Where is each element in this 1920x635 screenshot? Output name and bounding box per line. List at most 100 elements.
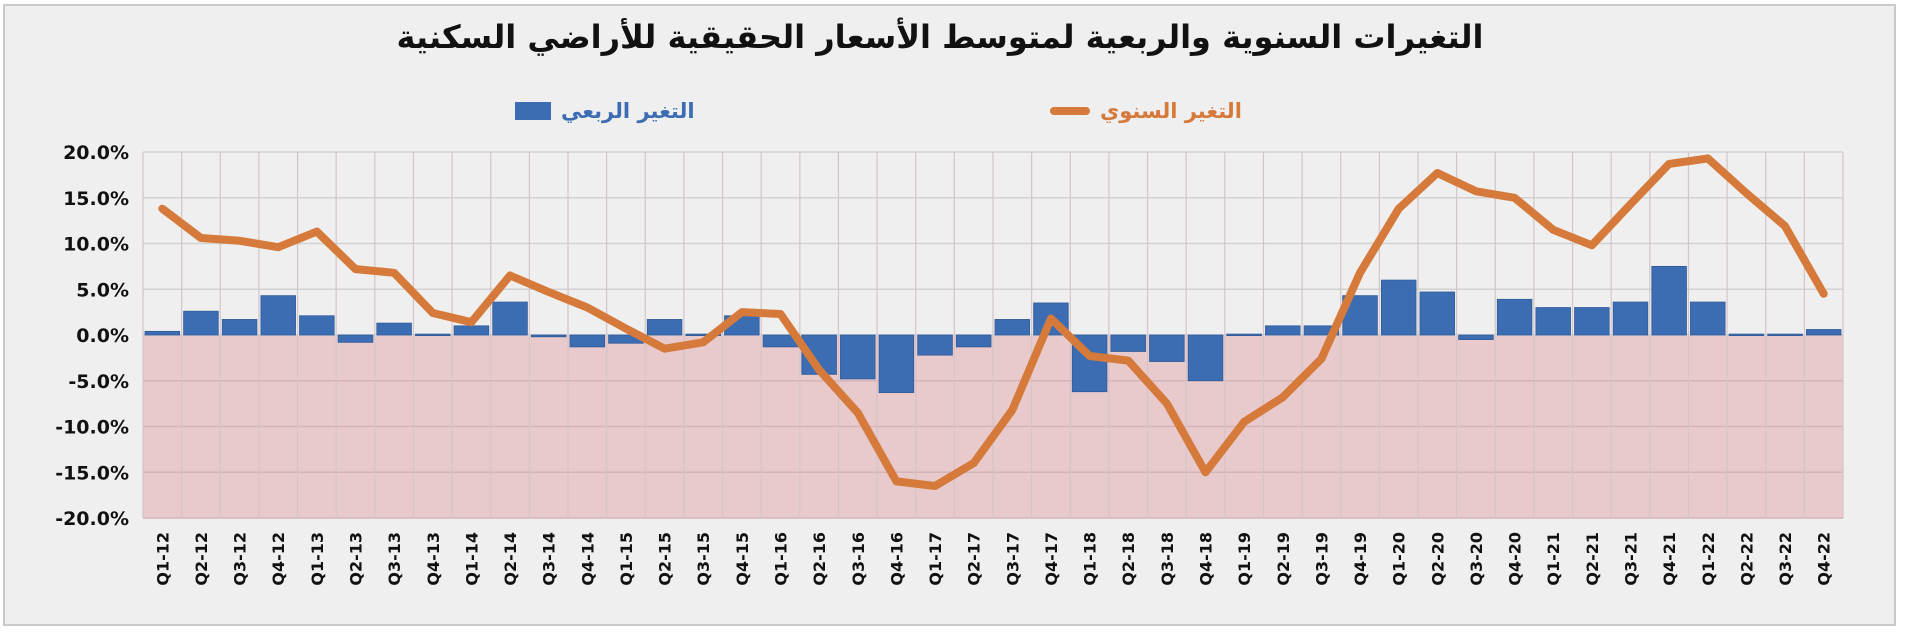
- x-tick-label: Q4-19: [1351, 532, 1370, 586]
- bar-Q2-19: [1265, 325, 1301, 336]
- x-tick-label: Q3-20: [1467, 532, 1486, 586]
- bar-Q4-12: [260, 295, 296, 336]
- y-tick-label: -5.0%: [68, 371, 129, 393]
- y-tick-label: -15.0%: [55, 462, 129, 484]
- y-tick-label: 15.0%: [63, 188, 129, 210]
- y-tick-label: 5.0%: [76, 279, 129, 301]
- bar-Q1-22: [1690, 301, 1726, 336]
- x-tick-label: Q3-15: [694, 532, 713, 586]
- line-swatch-icon: [1050, 107, 1090, 115]
- y-tick-label: 20.0%: [63, 142, 129, 164]
- bar-Q4-13: [415, 333, 451, 336]
- x-tick-label: Q3-12: [231, 532, 250, 586]
- x-tick-label: Q2-13: [347, 532, 366, 586]
- x-tick-label: Q2-17: [965, 532, 984, 586]
- x-tick-label: Q3-13: [385, 532, 404, 586]
- legend-annual: التغير السنوي: [1050, 96, 1242, 126]
- x-tick-label: Q1-12: [153, 532, 172, 586]
- x-tick-label: Q3-21: [1622, 532, 1641, 586]
- x-tick-label: Q3-22: [1776, 532, 1795, 586]
- chart-title: التغيرات السنوية والربعية لمتوسط الأسعار…: [396, 18, 1484, 56]
- legend-quarterly: التغير الربعي: [515, 96, 695, 126]
- bar-Q4-22: [1805, 329, 1842, 336]
- x-axis-labels: Q1-12 Q2-12 Q3-12 Q4-12 Q1-13 Q2-13 Q3-13 Q4-13…: [153, 532, 1833, 586]
- x-tick-label: Q4-16: [887, 532, 906, 586]
- x-tick-label: Q1-13: [308, 532, 327, 586]
- legend-annual-label: التغير السنوي: [1100, 99, 1242, 123]
- bar-Q3-15: [685, 333, 721, 336]
- x-tick-label: Q2-20: [1428, 532, 1447, 586]
- x-tick-label: Q1-20: [1390, 532, 1409, 586]
- x-tick-label: Q4-21: [1660, 532, 1679, 586]
- x-tick-label: Q4-20: [1506, 532, 1525, 586]
- x-tick-label: Q3-17: [1003, 532, 1022, 586]
- bar-Q3-14: [530, 334, 567, 338]
- bar-Q3-12: [221, 319, 258, 336]
- bar-Q3-20: [1458, 334, 1494, 340]
- bar-Q4-14: [569, 334, 606, 348]
- x-tick-label: Q4-13: [424, 532, 443, 586]
- x-tick-label: Q2-18: [1119, 532, 1138, 586]
- x-tick-label: Q1-21: [1544, 532, 1563, 586]
- bar-Q4-20: [1496, 298, 1533, 336]
- x-tick-label: Q4-15: [733, 532, 752, 586]
- bar-Q2-13: [337, 334, 374, 343]
- x-tick-label: Q1-16: [772, 532, 791, 586]
- x-tick-label: Q4-14: [578, 532, 597, 586]
- bar-Q2-17: [955, 334, 992, 348]
- bar-Q2-21: [1574, 307, 1610, 336]
- x-tick-label: Q1-15: [617, 532, 636, 586]
- bar-Q2-12: [183, 310, 219, 336]
- x-tick-label: Q3-16: [849, 532, 868, 586]
- x-tick-label: Q4-12: [269, 532, 288, 586]
- bar-Q2-14: [492, 301, 528, 336]
- gridlines: [142, 151, 1844, 519]
- x-tick-label: Q2-12: [192, 532, 211, 586]
- x-tick-label: Q2-22: [1737, 532, 1756, 586]
- x-tick-label: Q2-16: [810, 532, 829, 586]
- x-tick-label: Q3-18: [1158, 532, 1177, 586]
- x-tick-label: Q1-17: [926, 532, 945, 586]
- bar-Q3-21: [1612, 301, 1649, 336]
- y-tick-label: -20.0%: [55, 508, 129, 530]
- bar-Q2-22: [1728, 333, 1765, 336]
- bar-Q1-17: [917, 334, 953, 356]
- bar-Q1-21: [1535, 307, 1571, 336]
- bar-Q4-21: [1651, 265, 1687, 336]
- bar-Q2-18: [1110, 334, 1146, 352]
- bar-Q1-14: [453, 325, 490, 336]
- x-tick-label: Q2-21: [1583, 532, 1602, 586]
- bar-Q3-18: [1149, 334, 1185, 362]
- x-tick-label: Q2-14: [501, 532, 520, 586]
- y-tick-label: -10.0%: [55, 417, 129, 439]
- bar-Q1-12: [144, 330, 181, 336]
- y-tick-label: 0.0%: [76, 325, 129, 347]
- x-tick-label: Q3-19: [1312, 532, 1331, 586]
- bar-Q3-13: [376, 322, 412, 336]
- bar-Q2-20: [1419, 291, 1456, 336]
- x-tick-label: Q1-22: [1699, 532, 1718, 586]
- legend-quarterly-label: التغير الربعي: [561, 99, 695, 123]
- x-tick-label: Q1-14: [462, 532, 481, 586]
- bar-Q3-19: [1303, 325, 1340, 336]
- bar-Q2-15: [646, 319, 683, 336]
- bar-Q3-17: [994, 319, 1031, 336]
- x-tick-label: Q4-18: [1197, 532, 1216, 586]
- bar-Q3-16: [840, 334, 876, 380]
- bar-Q4-16: [878, 334, 915, 394]
- bar-swatch-icon: [515, 102, 551, 120]
- y-axis-labels: 20.0% 15.0% 10.0% 5.0% 0.0% -5.0% -10.0% -15.0%…: [55, 142, 129, 530]
- x-tick-label: Q2-15: [656, 532, 675, 586]
- x-tick-label: Q1-19: [1235, 532, 1254, 586]
- x-tick-label: Q4-22: [1815, 532, 1834, 586]
- x-tick-label: Q4-17: [1042, 532, 1061, 586]
- annual-line: [158, 154, 1828, 490]
- bar-Q3-22: [1767, 333, 1803, 336]
- bar-Q1-19: [1226, 333, 1262, 336]
- bar-Q1-20: [1380, 279, 1417, 336]
- x-tick-label: Q3-14: [540, 532, 559, 586]
- x-tick-label: Q1-18: [1081, 532, 1100, 586]
- bar-Q1-13: [299, 315, 335, 336]
- bar-Q4-18: [1187, 334, 1224, 382]
- x-tick-label: Q2-19: [1274, 532, 1293, 586]
